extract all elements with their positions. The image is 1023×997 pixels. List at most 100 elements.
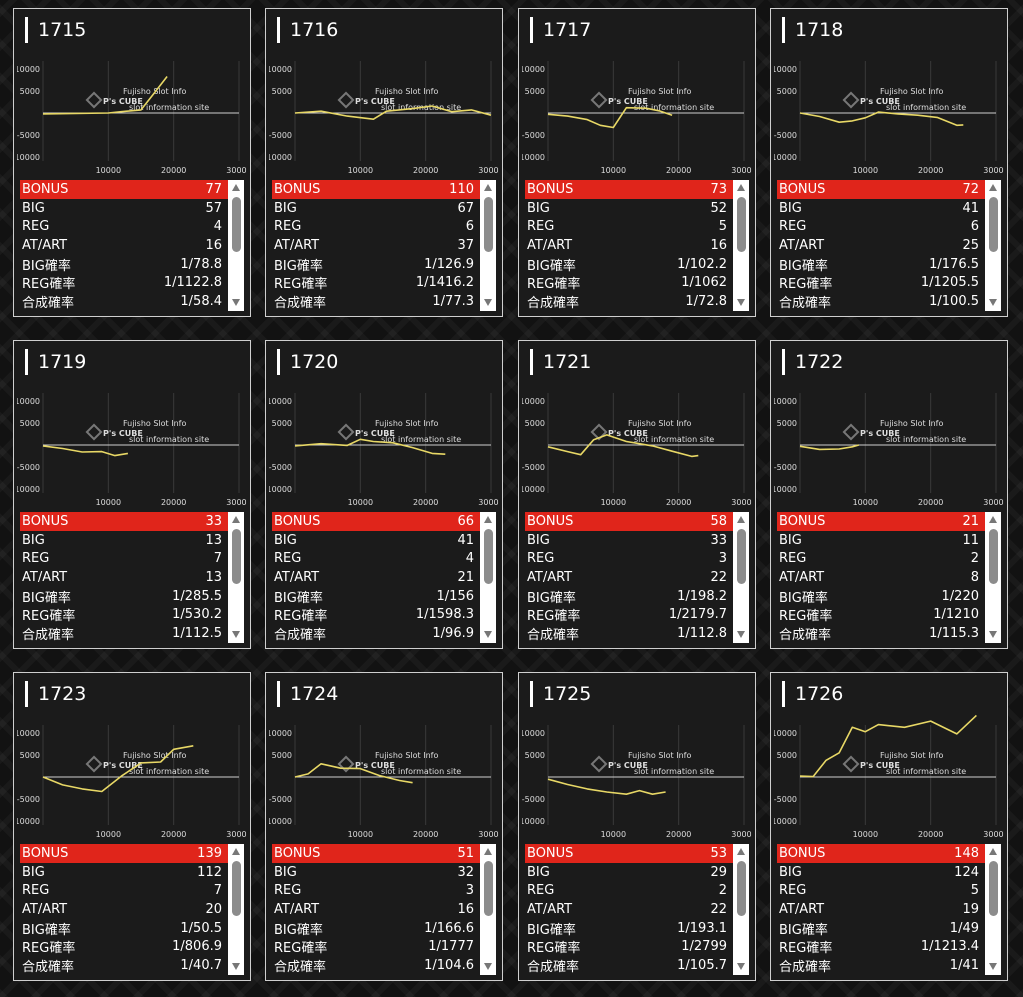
stat-row-at: AT/ART 16 (20, 236, 228, 255)
machine-card-1717[interactable]: 1717 P's CUBE Fujisho Slot Info slot inform… (518, 8, 756, 317)
scroll-up-icon[interactable] (232, 848, 240, 855)
scroll-thumb[interactable] (989, 197, 998, 252)
scroll-thumb[interactable] (989, 529, 998, 584)
scroll-up-icon[interactable] (737, 516, 745, 523)
scroll-up-icon[interactable] (484, 848, 492, 855)
stats-scrollbar[interactable] (481, 844, 496, 975)
y-tick-label: -10000 (17, 485, 40, 494)
scroll-up-icon[interactable] (232, 516, 240, 523)
scroll-down-icon[interactable] (484, 631, 492, 638)
stat-value: 1/41 (949, 957, 979, 973)
scroll-down-icon[interactable] (232, 299, 240, 306)
stats-panel[interactable]: BONUS 21 BIG 11 REG 2 AT/ART 8 BIG確率 1/220 REG確率 1/… (777, 512, 1001, 643)
machine-card-1719[interactable]: 1719 P's CUBE Fujisho Slot Info slot inform… (13, 340, 251, 649)
stats-panel[interactable]: BONUS 53 BIG 29 REG 2 AT/ART 22 BIG確率 1/193.1 REG確… (525, 844, 749, 975)
stat-label: BONUS (527, 845, 574, 861)
scroll-down-icon[interactable] (989, 299, 997, 306)
stats-panel[interactable]: BONUS 66 BIG 41 REG 4 AT/ART 21 BIG確率 1/156 REG確率 1… (272, 512, 496, 643)
scroll-down-icon[interactable] (989, 963, 997, 970)
stat-label: 合成確率 (274, 627, 327, 643)
scroll-thumb[interactable] (232, 197, 241, 252)
stats-scrollbar[interactable] (229, 512, 244, 643)
x-tick-label: 10000 (96, 166, 121, 175)
scroll-down-icon[interactable] (232, 631, 240, 638)
stat-value: 33 (710, 532, 727, 548)
stats-panel[interactable]: BONUS 73 BIG 52 REG 5 AT/ART 16 BIG確率 1/102.2 REG確… (525, 180, 749, 311)
stat-value: 77 (205, 181, 222, 197)
stats-panel[interactable]: BONUS 148 BIG 124 REG 5 AT/ART 19 BIG確率 1/49 REG確率… (777, 844, 1001, 975)
stat-value: 110 (449, 181, 474, 197)
stat-label: 合成確率 (22, 295, 75, 311)
x-tick-label: 20000 (918, 498, 943, 507)
scroll-up-icon[interactable] (989, 516, 997, 523)
stats-panel[interactable]: BONUS 58 BIG 33 REG 3 AT/ART 22 BIG確率 1/198.2 REG確… (525, 512, 749, 643)
scroll-up-icon[interactable] (737, 848, 745, 855)
stats-scrollbar[interactable] (481, 180, 496, 311)
scroll-down-icon[interactable] (484, 963, 492, 970)
scroll-down-icon[interactable] (737, 963, 745, 970)
scroll-down-icon[interactable] (484, 299, 492, 306)
scroll-thumb[interactable] (484, 861, 493, 916)
scroll-thumb[interactable] (737, 197, 746, 252)
stats-scrollbar[interactable] (229, 844, 244, 975)
scroll-down-icon[interactable] (737, 299, 745, 306)
scroll-down-icon[interactable] (989, 631, 997, 638)
stats-scrollbar[interactable] (734, 512, 749, 643)
scroll-thumb[interactable] (737, 861, 746, 916)
stats-scrollbar[interactable] (481, 512, 496, 643)
stat-row-bonus: BONUS 51 (272, 844, 480, 863)
stats-scrollbar[interactable] (986, 512, 1001, 643)
scroll-thumb[interactable] (989, 861, 998, 916)
logo-text: P's CUBE (355, 429, 395, 438)
stats-panel[interactable]: BONUS 33 BIG 13 REG 7 AT/ART 13 BIG確率 1/285.5 REG確… (20, 512, 244, 643)
logo-subtext: Fujisho Slot Info (375, 751, 438, 760)
stat-label: REG確率 (779, 609, 833, 625)
scroll-thumb[interactable] (737, 529, 746, 584)
scroll-up-icon[interactable] (989, 848, 997, 855)
scroll-up-icon[interactable] (484, 516, 492, 523)
machine-card-1725[interactable]: 1725 P's CUBE Fujisho Slot Info slot inform… (518, 672, 756, 981)
scroll-up-icon[interactable] (989, 184, 997, 191)
machine-card-1721[interactable]: 1721 P's CUBE Fujisho Slot Info slot inform… (518, 340, 756, 649)
stat-value: 2 (718, 883, 727, 899)
machine-card-1716[interactable]: 1716 P's CUBE Fujisho Slot Info slot inform… (265, 8, 503, 317)
machine-card-1718[interactable]: 1718 P's CUBE Fujisho Slot Info slot inform… (770, 8, 1008, 317)
stats-panel[interactable]: BONUS 110 BIG 67 REG 6 AT/ART 37 BIG確率 1/126.9 REG… (272, 180, 496, 311)
stat-label: REG (527, 219, 555, 235)
stats-scrollbar[interactable] (229, 180, 244, 311)
machine-card-1715[interactable]: 1715 P's CUBE Fujisho Slot Info slot inform… (13, 8, 251, 317)
stats-panel[interactable]: BONUS 77 BIG 57 REG 4 AT/ART 16 BIG確率 1/78.8 REG確率… (20, 180, 244, 311)
machine-card-1724[interactable]: 1724 P's CUBE Fujisho Slot Info slot inform… (265, 672, 503, 981)
scroll-up-icon[interactable] (232, 184, 240, 191)
machine-card-1723[interactable]: 1723 P's CUBE Fujisho Slot Info slot inform… (13, 672, 251, 981)
stats-scrollbar[interactable] (986, 844, 1001, 975)
stat-row-bonus: BONUS 139 (20, 844, 228, 863)
scroll-thumb[interactable] (484, 197, 493, 252)
scroll-thumb[interactable] (232, 861, 241, 916)
slump-line (799, 111, 964, 127)
stats-panel[interactable]: BONUS 72 BIG 41 REG 6 AT/ART 25 BIG確率 1/176.5 REG確… (777, 180, 1001, 311)
machine-card-1726[interactable]: 1726 P's CUBE Fujisho Slot Info slot inform… (770, 672, 1008, 981)
stat-label: REG (274, 219, 302, 235)
scroll-thumb[interactable] (232, 529, 241, 584)
stat-value: 4 (465, 551, 474, 567)
x-tick-label: 20000 (918, 166, 943, 175)
scroll-up-icon[interactable] (484, 184, 492, 191)
stats-scrollbar[interactable] (734, 844, 749, 975)
machine-card-1720[interactable]: 1720 P's CUBE Fujisho Slot Info slot inform… (265, 340, 503, 649)
stat-value: 73 (710, 181, 727, 197)
machine-number: 1716 (277, 17, 338, 43)
stats-panel[interactable]: BONUS 139 BIG 112 REG 7 AT/ART 20 BIG確率 1/50.5 REG… (20, 844, 244, 975)
scroll-thumb[interactable] (484, 529, 493, 584)
scroll-down-icon[interactable] (232, 963, 240, 970)
stats-panel[interactable]: BONUS 51 BIG 32 REG 3 AT/ART 16 BIG確率 1/166.6 REG確… (272, 844, 496, 975)
logo-text: P's CUBE (860, 97, 900, 106)
stat-row-total-rate: 合成確率 1/41 (777, 956, 985, 975)
machine-card-1722[interactable]: 1722 P's CUBE Fujisho Slot Info slot inform… (770, 340, 1008, 649)
stat-label: REG (779, 219, 807, 235)
stats-scrollbar[interactable] (734, 180, 749, 311)
scroll-up-icon[interactable] (737, 184, 745, 191)
stats-scrollbar[interactable] (986, 180, 1001, 311)
scroll-down-icon[interactable] (737, 631, 745, 638)
